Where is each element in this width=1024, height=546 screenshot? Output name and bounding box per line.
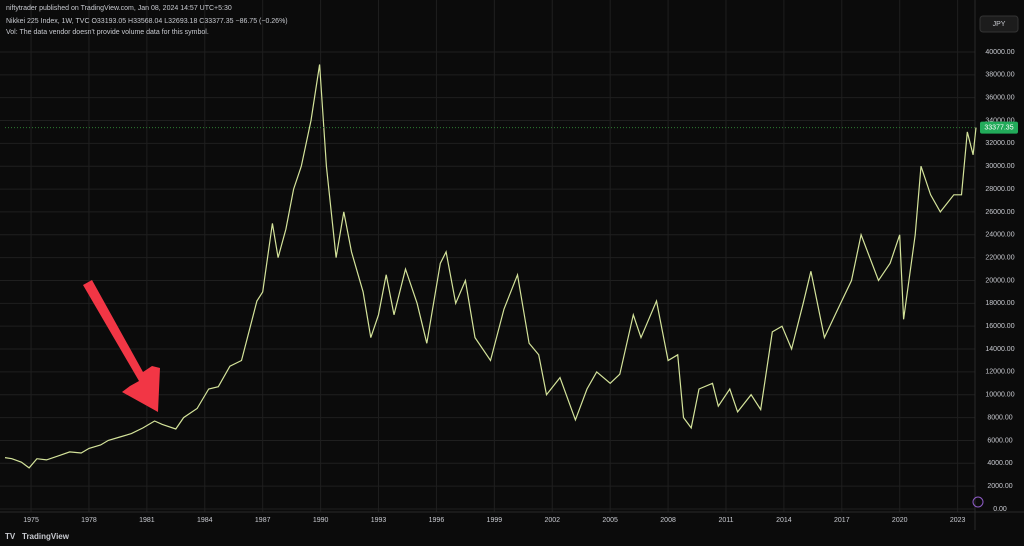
y-tick-label: 32000.00	[985, 140, 1014, 147]
x-tick-label: 1975	[23, 517, 39, 524]
y-tick-label: 10000.00	[985, 392, 1014, 399]
y-tick-label: 20000.00	[985, 277, 1014, 284]
y-tick-label: 0.00	[993, 506, 1007, 513]
y-tick-label: 40000.00	[985, 49, 1014, 56]
x-tick-label: 2011	[718, 517, 733, 524]
settings-icon[interactable]	[972, 496, 984, 508]
publisher-line: niftytrader published on TradingView.com…	[6, 5, 232, 12]
x-tick-label: 1993	[371, 517, 387, 524]
x-tick-label: 2023	[950, 517, 966, 524]
y-tick-label: 22000.00	[985, 254, 1014, 261]
y-tick-label: 6000.00	[987, 437, 1012, 444]
x-tick-label: 1990	[313, 517, 329, 524]
x-tick-label: 2002	[544, 517, 560, 524]
y-tick-label: 36000.00	[985, 95, 1014, 102]
footer-brand: TradingView	[22, 532, 70, 541]
x-tick-label: 1981	[139, 517, 155, 524]
last-price-label: 33377.35	[984, 124, 1013, 131]
footer-logo: TV	[5, 532, 16, 541]
x-tick-label: 2005	[602, 517, 618, 524]
x-tick-label: 1996	[429, 517, 445, 524]
y-tick-label: 12000.00	[985, 369, 1014, 376]
volume-note: Vol: The data vendor doesn't provide vol…	[6, 29, 209, 36]
symbol-line: Nikkei 225 Index, 1W, TVC O33193.05 H335…	[6, 18, 288, 25]
y-tick-label: 34000.00	[985, 117, 1014, 124]
y-tick-label: 14000.00	[985, 346, 1014, 353]
currency-label[interactable]: JPY	[993, 21, 1006, 28]
annotation-arrow	[83, 280, 160, 412]
x-tick-label: 2014	[776, 517, 792, 524]
currency-button[interactable]	[979, 15, 1019, 33]
y-tick-label: 16000.00	[985, 323, 1014, 330]
price-line	[4, 64, 977, 469]
y-tick-label: 8000.00	[987, 414, 1012, 421]
y-tick-label: 18000.00	[985, 300, 1014, 307]
plot	[4, 64, 977, 469]
grid	[0, 0, 975, 512]
y-tick-label: 26000.00	[985, 209, 1014, 216]
x-tick-label: 1978	[81, 517, 97, 524]
y-tick-label: 24000.00	[985, 232, 1014, 239]
y-tick-label: 30000.00	[985, 163, 1014, 170]
y-tick-label: 4000.00	[987, 460, 1012, 467]
last-price-tag	[980, 121, 1018, 134]
x-tick-label: 1999	[487, 517, 503, 524]
y-tick-label: 28000.00	[985, 186, 1014, 193]
y-tick-label: 2000.00	[987, 483, 1012, 490]
x-tick-label: 1987	[255, 517, 271, 524]
x-tick-label: 1984	[197, 517, 213, 524]
x-tick-label: 2020	[892, 517, 908, 524]
x-tick-label: 2017	[834, 517, 850, 524]
x-tick-label: 2008	[660, 517, 676, 524]
y-tick-label: 38000.00	[985, 72, 1014, 79]
